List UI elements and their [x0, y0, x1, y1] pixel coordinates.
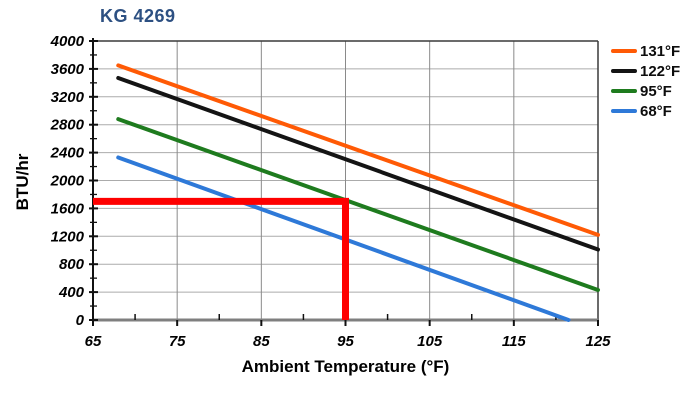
x-tick-label: 65 [85, 333, 102, 350]
legend-swatch [611, 49, 637, 53]
chart-title: KG 4269 [100, 6, 176, 26]
y-tick-label: 1200 [51, 228, 85, 245]
y-tick-label: 0 [76, 312, 85, 329]
series-line-122f [116, 75, 600, 252]
reading-guide-line [93, 197, 349, 320]
legend-swatch [611, 109, 637, 113]
legend-label: 95°F [640, 82, 672, 100]
y-tick-label: 400 [58, 284, 85, 301]
x-tick-label: 105 [417, 333, 443, 350]
y-tick-label: 2400 [50, 145, 85, 162]
y-tick-label: 3600 [51, 61, 85, 78]
series-line-131f [116, 63, 600, 237]
x-axis-title: Ambient Temperature (°F) [241, 357, 450, 376]
legend-label: 122°F [640, 62, 681, 80]
x-tick-label: 85 [253, 333, 270, 350]
y-tick-label: 3200 [51, 89, 85, 106]
y-tick-label: 1600 [51, 200, 85, 217]
y-tick-label: 4000 [50, 33, 85, 50]
x-tick-label: 125 [585, 333, 611, 350]
legend-label: 68°F [640, 102, 672, 120]
y-tick-label: 2000 [50, 173, 85, 190]
legend-swatch [611, 89, 637, 93]
legend-item: 68°F [611, 101, 680, 121]
x-tick-label: 115 [502, 333, 527, 350]
x-tick-label: 95 [337, 333, 354, 350]
legend-swatch [611, 69, 637, 73]
legend-item: 122°F [611, 61, 680, 81]
legend-item: 131°F [611, 41, 680, 61]
legend-item: 95°F [611, 81, 680, 101]
legend: 131°F 122°F 95°F 68°F [611, 41, 680, 121]
legend-label: 131°F [640, 42, 681, 60]
y-tick-label: 2800 [50, 117, 85, 134]
x-tick-label: 75 [169, 333, 186, 350]
y-tick-label: 800 [59, 256, 85, 273]
series-line-95f [116, 117, 600, 293]
